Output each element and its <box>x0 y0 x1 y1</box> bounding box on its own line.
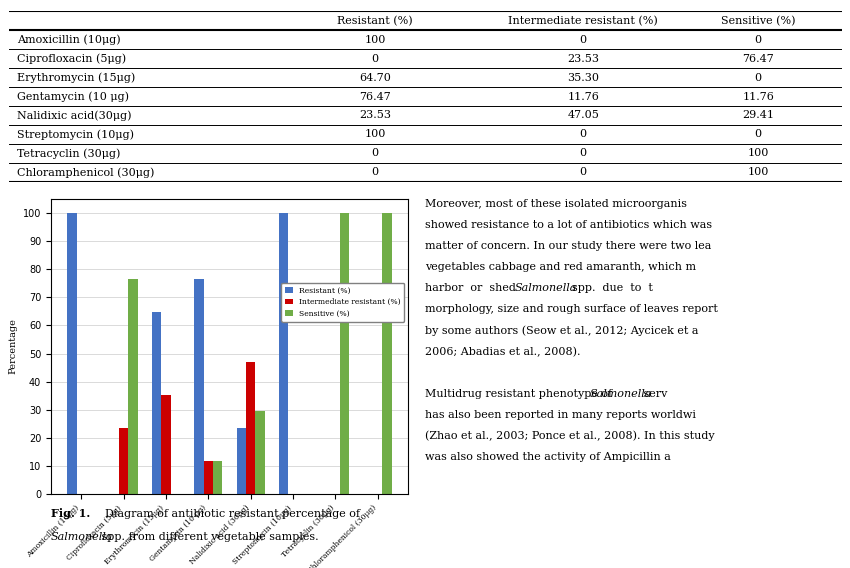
Bar <box>152 312 162 494</box>
Y-axis label: Percentage: Percentage <box>8 319 17 374</box>
Text: by some authors (Seow et al., 2012; Aycicek et a: by some authors (Seow et al., 2012; Ayci… <box>425 325 699 336</box>
Text: 100: 100 <box>747 148 769 158</box>
Text: 100: 100 <box>747 168 769 177</box>
Text: (Zhao et al., 2003; Ponce et al., 2008). In this study: (Zhao et al., 2003; Ponce et al., 2008).… <box>425 431 715 441</box>
Text: 29.41: 29.41 <box>742 111 774 120</box>
Text: Sensitive (%): Sensitive (%) <box>721 16 796 26</box>
Text: Fig. 1.: Fig. 1. <box>51 508 90 519</box>
Text: 0: 0 <box>580 148 586 158</box>
Text: 0: 0 <box>580 130 586 139</box>
Text: morphology, size and rough surface of leaves report: morphology, size and rough surface of le… <box>425 304 718 314</box>
Text: 100: 100 <box>365 130 386 139</box>
Text: was also showed the activity of Ampicillin a: was also showed the activity of Ampicill… <box>425 452 671 462</box>
Text: spp.  due  to  t: spp. due to t <box>565 283 653 293</box>
Text: 23.53: 23.53 <box>567 54 599 64</box>
Text: 0: 0 <box>580 35 586 45</box>
Text: 0: 0 <box>755 73 762 82</box>
Bar <box>255 411 264 494</box>
Text: harbor  or  shed: harbor or shed <box>425 283 523 293</box>
Bar <box>236 428 246 494</box>
Text: Moreover, most of these isolated microorganis: Moreover, most of these isolated microor… <box>425 199 687 209</box>
Text: matter of concern. In our study there were two lea: matter of concern. In our study there we… <box>425 241 711 251</box>
Text: has also been reported in many reports worldwi: has also been reported in many reports w… <box>425 410 696 420</box>
Text: Salmonella: Salmonella <box>590 389 652 399</box>
Bar <box>67 213 76 494</box>
Text: Salmonella: Salmonella <box>51 532 113 542</box>
Text: spp. from different vegetable samples.: spp. from different vegetable samples. <box>98 532 319 542</box>
Text: Amoxicillin (10μg): Amoxicillin (10μg) <box>17 35 121 45</box>
Text: 0: 0 <box>371 168 378 177</box>
Text: 35.30: 35.30 <box>567 73 599 82</box>
Text: Gentamycin (10 μg): Gentamycin (10 μg) <box>17 91 129 102</box>
Text: 76.47: 76.47 <box>360 91 391 102</box>
Bar <box>340 213 349 494</box>
Bar <box>246 362 255 494</box>
Text: 76.47: 76.47 <box>742 54 774 64</box>
Text: 11.76: 11.76 <box>742 91 774 102</box>
Text: Ciprofloxacin (5μg): Ciprofloxacin (5μg) <box>17 53 126 64</box>
Text: 0: 0 <box>755 35 762 45</box>
Text: Intermediate resistant (%): Intermediate resistant (%) <box>508 16 658 26</box>
Text: Resistant (%): Resistant (%) <box>337 16 413 26</box>
Bar <box>162 395 171 494</box>
Text: Streptomycin (10μg): Streptomycin (10μg) <box>17 129 133 140</box>
Bar <box>213 461 223 494</box>
Bar <box>204 461 213 494</box>
Text: 0: 0 <box>371 54 378 64</box>
Text: 64.70: 64.70 <box>359 73 391 82</box>
Text: showed resistance to a lot of antibiotics which was: showed resistance to a lot of antibiotic… <box>425 220 712 230</box>
Text: Tetracyclin (30μg): Tetracyclin (30μg) <box>17 148 120 158</box>
Text: 0: 0 <box>755 130 762 139</box>
Bar <box>382 213 392 494</box>
Text: 0: 0 <box>580 168 586 177</box>
Text: 47.05: 47.05 <box>567 111 599 120</box>
Bar <box>119 428 128 494</box>
Text: vegetables cabbage and red amaranth, which m: vegetables cabbage and red amaranth, whi… <box>425 262 696 272</box>
Bar <box>195 279 204 494</box>
Text: 11.76: 11.76 <box>567 91 599 102</box>
Text: 0: 0 <box>371 148 378 158</box>
Text: serv: serv <box>640 389 667 399</box>
Bar <box>128 279 138 494</box>
Text: Nalidixic acid(30μg): Nalidixic acid(30μg) <box>17 110 132 121</box>
Text: Salmonella: Salmonella <box>515 283 577 293</box>
Text: Multidrug resistant phenotype of: Multidrug resistant phenotype of <box>425 389 615 399</box>
Text: 2006; Abadias et al., 2008).: 2006; Abadias et al., 2008). <box>425 346 581 357</box>
Legend: Resistant (%), Intermediate resistant (%), Sensitive (%): Resistant (%), Intermediate resistant (%… <box>281 282 405 322</box>
Text: Erythromycin (15μg): Erythromycin (15μg) <box>17 72 135 83</box>
Text: Diagram of antibiotic resistant percentage of: Diagram of antibiotic resistant percenta… <box>98 509 360 519</box>
Text: 100: 100 <box>365 35 386 45</box>
Bar <box>279 213 288 494</box>
Text: 23.53: 23.53 <box>359 111 391 120</box>
Text: Chloramphenicol (30μg): Chloramphenicol (30μg) <box>17 167 154 178</box>
